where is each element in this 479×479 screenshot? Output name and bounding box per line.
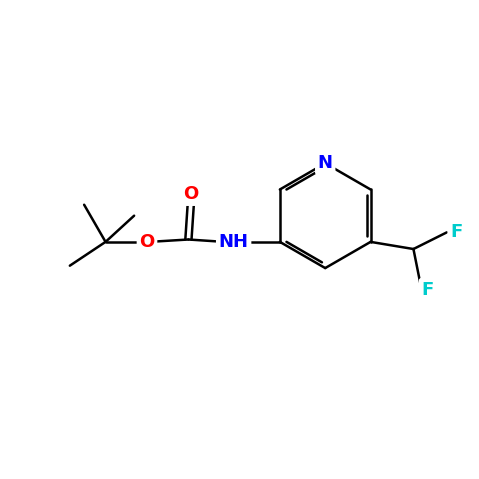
Text: F: F bbox=[450, 223, 462, 241]
Text: F: F bbox=[422, 281, 434, 298]
Text: O: O bbox=[183, 185, 198, 203]
Text: N: N bbox=[318, 154, 333, 172]
Text: NH: NH bbox=[218, 233, 249, 251]
Text: O: O bbox=[139, 233, 155, 251]
